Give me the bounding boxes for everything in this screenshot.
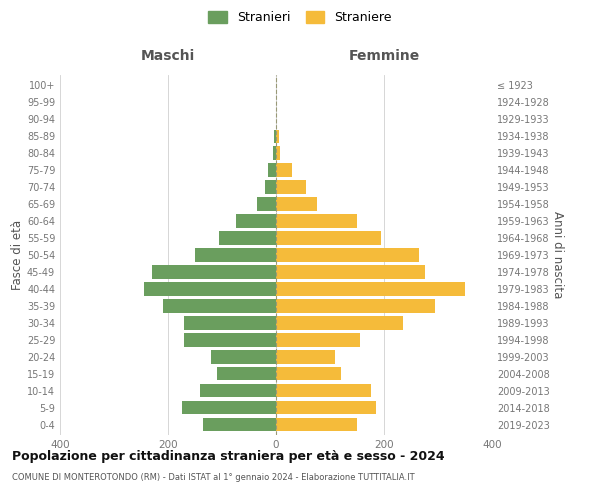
Bar: [203, 418, 276, 432]
Bar: [182, 401, 276, 414]
Bar: [276, 180, 306, 194]
Bar: [276, 282, 465, 296]
Text: Femmine: Femmine: [349, 48, 419, 62]
Bar: [211, 350, 276, 364]
Bar: [274, 130, 276, 143]
Bar: [276, 350, 335, 364]
Bar: [276, 232, 382, 244]
Bar: [276, 214, 357, 228]
Bar: [276, 367, 341, 380]
Text: Maschi: Maschi: [141, 48, 195, 62]
Bar: [276, 130, 278, 143]
Bar: [217, 367, 276, 380]
Bar: [265, 180, 276, 194]
Bar: [220, 232, 276, 244]
Bar: [276, 334, 360, 346]
Bar: [195, 248, 276, 262]
Bar: [144, 282, 276, 296]
Bar: [268, 164, 276, 176]
Bar: [235, 214, 276, 228]
Bar: [276, 266, 425, 278]
Bar: [276, 401, 376, 414]
Bar: [274, 146, 276, 160]
Bar: [276, 198, 317, 210]
Bar: [163, 300, 276, 312]
Text: Popolazione per cittadinanza straniera per età e sesso - 2024: Popolazione per cittadinanza straniera p…: [12, 450, 445, 463]
Bar: [257, 198, 276, 210]
Bar: [152, 266, 276, 278]
Bar: [276, 248, 419, 262]
Bar: [276, 146, 280, 160]
Text: COMUNE DI MONTEROTONDO (RM) - Dati ISTAT al 1° gennaio 2024 - Elaborazione TUTTI: COMUNE DI MONTEROTONDO (RM) - Dati ISTAT…: [12, 472, 415, 482]
Bar: [276, 300, 435, 312]
Y-axis label: Anni di nascita: Anni di nascita: [551, 212, 563, 298]
Bar: [200, 384, 276, 398]
Y-axis label: Fasce di età: Fasce di età: [11, 220, 24, 290]
Bar: [276, 316, 403, 330]
Bar: [276, 164, 292, 176]
Bar: [276, 418, 357, 432]
Bar: [184, 316, 276, 330]
Legend: Stranieri, Straniere: Stranieri, Straniere: [203, 6, 397, 29]
Bar: [184, 334, 276, 346]
Bar: [276, 384, 371, 398]
